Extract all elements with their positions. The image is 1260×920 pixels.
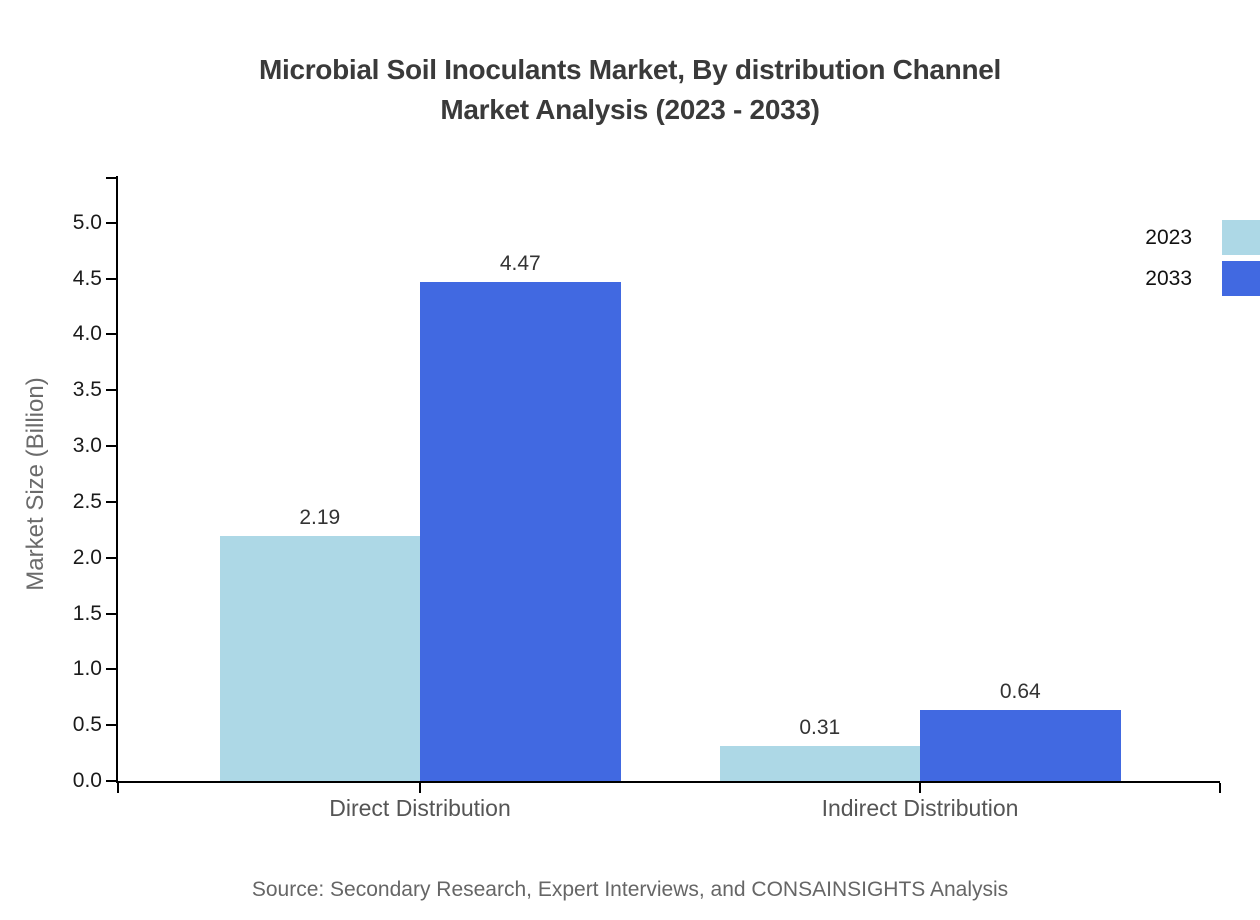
bar-value-label: 0.31 (799, 716, 841, 740)
plot-area: 0.0 0.5 1.0 1.5 2.0 2.5 3.0 3.5 4.0 4.5 5.0 Direct … (73, 176, 1221, 821)
legend: 2023 2033 (1145, 220, 1260, 296)
bar-2033-indirect-distribution (920, 709, 1121, 781)
legend-row-2023: 2023 (1145, 220, 1260, 255)
y-axis-tick-label: 3.0 (72, 434, 102, 457)
bar-2033-direct-distribution (420, 281, 621, 781)
y-axis-tick (106, 333, 116, 336)
y-axis-tick (106, 556, 116, 559)
x-axis-tick (117, 783, 119, 793)
x-axis-tick (919, 783, 921, 793)
bar-value-label: 4.47 (499, 251, 541, 275)
bar-2023-indirect-distribution (719, 746, 920, 781)
y-axis-tick-label: 4.0 (72, 322, 102, 346)
y-axis-tick (106, 445, 116, 447)
legend-row-2033: 2033 (1145, 261, 1260, 296)
y-axis-tick-label: 4.5 (72, 266, 102, 290)
y-axis-tick (106, 500, 116, 503)
chart-title-line2: Market Analysis (2023 - 2033) (440, 94, 820, 125)
y-axis-tick-label: 2.0 (72, 545, 102, 569)
y-axis-tick-label: 5.0 (72, 210, 102, 234)
bar-value-label: 2.19 (299, 506, 341, 530)
legend-label: 2033 (1145, 266, 1192, 290)
y-axis-tick (106, 389, 116, 392)
chart-title: Microbial Soil Inoculants Market, By dis… (0, 50, 1260, 130)
y-axis-tick-label: 2.5 (72, 489, 102, 513)
y-axis-tick (106, 668, 116, 671)
y-axis-spine (116, 176, 118, 783)
source-note: Source: Secondary Research, Expert Inter… (251, 878, 1009, 901)
y-axis-tick (106, 724, 116, 727)
legend-swatch-icon (1222, 261, 1260, 296)
chart-title-line1: Microbial Soil Inoculants Market, By dis… (258, 54, 1002, 85)
x-axis-spine (116, 781, 1220, 783)
y-axis-tick (106, 612, 116, 615)
y-axis-tick-label: 0.5 (72, 713, 102, 737)
x-axis-tick (419, 783, 421, 793)
y-axis-tick (106, 277, 116, 280)
y-axis-tick (106, 780, 116, 782)
bar-2023-direct-distribution (219, 536, 420, 781)
y-axis-tick-label: 1.5 (72, 601, 102, 625)
legend-swatch-icon (1222, 220, 1260, 255)
x-axis-category-label: Indirect Distribution (821, 795, 1019, 821)
y-axis-tick (106, 221, 116, 224)
y-axis-tick-label: 3.5 (72, 378, 102, 402)
legend-label: 2023 (1145, 225, 1192, 249)
y-axis-tick-label: 1.0 (72, 657, 102, 681)
x-axis-tick (1219, 783, 1221, 793)
y-axis-tick-label: 0.0 (72, 769, 102, 792)
x-axis-category-label: Direct Distribution (329, 795, 511, 821)
bar-value-label: 0.64 (999, 679, 1041, 703)
y-axis-end-cap (106, 177, 116, 179)
